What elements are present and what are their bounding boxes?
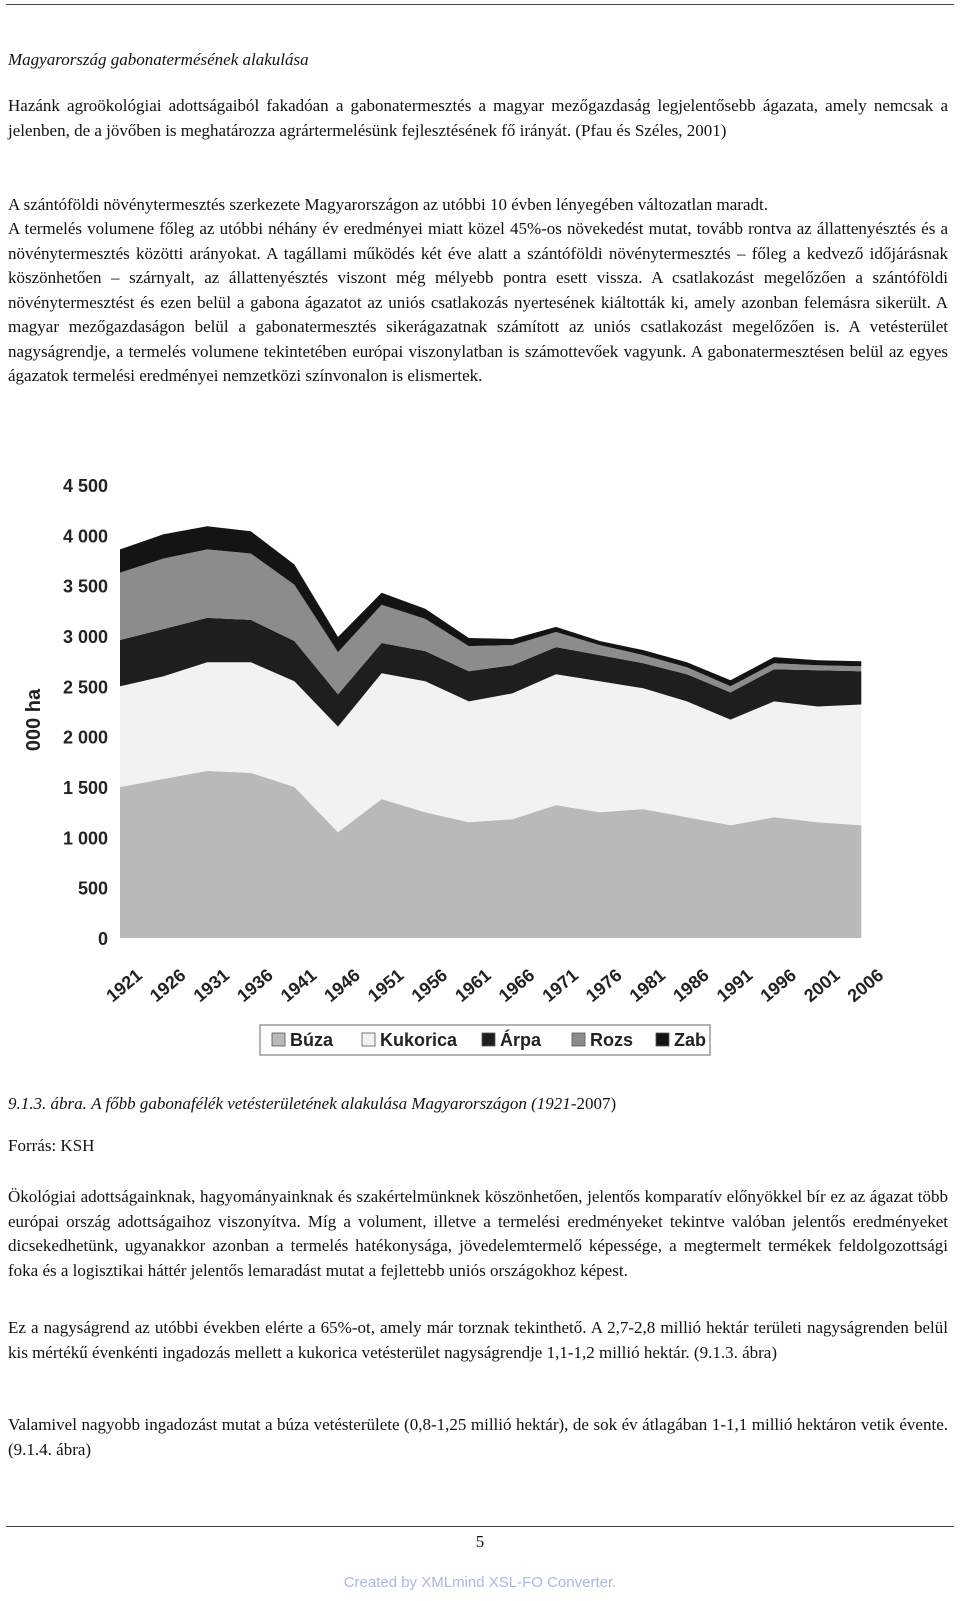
paragraph-6: Valamivel nagyobb ingadozást mutat a búz… <box>8 1415 948 1459</box>
figure-source: Forrás: KSH <box>8 1136 95 1155</box>
x-tick-label: 1986 <box>669 965 713 1006</box>
x-tick-label: 1936 <box>233 965 277 1006</box>
paragraph-1: Hazánk agroökológiai adottságaiból fakad… <box>8 96 948 140</box>
paragraph-4: Ökológiai adottságainknak, hagyományaink… <box>8 1187 948 1280</box>
grain-area-chart: 4 500 4 000 3 500 3 000 2 500 2 000 1 500 1 000… <box>23 476 887 1056</box>
legend-label: Búza <box>290 1030 334 1050</box>
x-tick-label: 1921 <box>102 965 146 1006</box>
figure-caption: 9.1.3. ábra. A főbb gabonafélék vetéster… <box>8 1094 616 1114</box>
area-series-2 <box>120 617 862 727</box>
y-tick-label: 2 000 <box>63 728 108 748</box>
y-tick-label: 1 500 <box>63 778 108 798</box>
page-number: 5 <box>475 1532 485 1551</box>
area-series-4 <box>120 526 862 687</box>
legend-label: Rozs <box>590 1030 633 1050</box>
x-tick-label: 1971 <box>538 965 582 1006</box>
legend-swatch <box>481 1032 496 1047</box>
y-axis-label: 000 ha <box>23 688 45 751</box>
paragraph-2-lead: A szántóföldi növénytermesztés szerkezet… <box>8 195 768 214</box>
x-tick-label: 1956 <box>408 965 452 1006</box>
y-tick-label: 3 500 <box>63 577 108 597</box>
x-tick-label: 1926 <box>146 965 190 1006</box>
paragraph-2-body: A termelés volumene főleg az utóbbi néhá… <box>8 219 948 385</box>
x-tick-label: 1946 <box>320 965 364 1006</box>
area-series-1 <box>120 662 862 833</box>
footer-link[interactable]: XMLmind XSL-FO Converter <box>421 1574 613 1591</box>
x-tick-label: 2006 <box>844 965 888 1006</box>
footer-credit: Created by XMLmind XSL-FO Converter. <box>0 1574 960 1591</box>
caption-number: 9.1.3. ábra. <box>8 1094 87 1113</box>
x-tick-label: 1961 <box>451 965 495 1006</box>
legend-label: Kukorica <box>380 1030 458 1050</box>
x-tick-label: 1991 <box>713 965 757 1006</box>
y-tick-label: 1 000 <box>63 828 108 848</box>
legend-swatch <box>655 1032 670 1047</box>
section-title: Magyarország gabonatermésének alakulása <box>8 50 309 69</box>
bottom-rule <box>6 1526 954 1527</box>
legend-label: Zab <box>674 1030 706 1050</box>
x-tick-label: 1966 <box>495 965 539 1006</box>
chart-legend: Búza Kukorica Árpa Rozs Zab <box>271 1029 706 1050</box>
caption-text: A főbb gabonafélék vetésterületének alak… <box>91 1094 571 1113</box>
footer-prefix: Created by <box>343 1574 422 1591</box>
x-tick-label: 1941 <box>277 965 321 1006</box>
caption-text-end: -2007) <box>570 1094 617 1113</box>
area-series-3 <box>120 549 862 695</box>
y-tick-label: 4 000 <box>63 526 108 546</box>
legend-swatch <box>361 1032 376 1047</box>
top-rule <box>6 4 954 5</box>
legend-swatch <box>271 1032 286 1047</box>
legend-label: Árpa <box>500 1029 542 1050</box>
chart-areas <box>120 526 862 938</box>
y-tick-label: 4 500 <box>63 476 108 496</box>
footer-suffix: . <box>612 1574 617 1591</box>
y-tick-label: 0 <box>98 929 108 949</box>
x-tick-label: 1976 <box>582 965 626 1006</box>
y-axis-ticks: 4 500 4 000 3 500 3 000 2 500 2 000 1 500 1 000… <box>63 476 108 949</box>
paragraph-5: Ez a nagyságrend az utóbbi években elért… <box>8 1318 948 1362</box>
legend-swatch <box>571 1032 586 1047</box>
x-tick-label: 2001 <box>800 965 844 1006</box>
x-tick-label: 1931 <box>190 965 234 1006</box>
x-tick-label: 1951 <box>364 965 408 1006</box>
x-axis-ticks: 1921 1926 1931 1936 1941 1946 1951 1956 1961 1966… <box>102 965 887 1006</box>
x-tick-label: 1996 <box>756 965 800 1006</box>
y-tick-label: 500 <box>78 879 108 899</box>
area-series-0 <box>120 770 862 938</box>
y-tick-label: 3 000 <box>63 627 108 647</box>
x-tick-label: 1981 <box>626 965 670 1006</box>
y-tick-label: 2 500 <box>63 677 108 697</box>
